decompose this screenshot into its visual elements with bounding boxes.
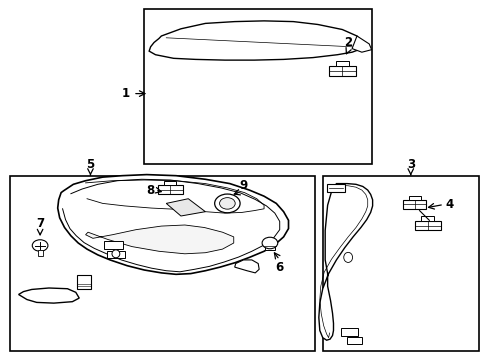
Polygon shape bbox=[166, 199, 205, 216]
Text: 2: 2 bbox=[344, 36, 351, 49]
Bar bbox=[144, 9, 371, 164]
Polygon shape bbox=[414, 221, 440, 230]
Polygon shape bbox=[421, 216, 433, 221]
Ellipse shape bbox=[343, 252, 352, 262]
Polygon shape bbox=[408, 196, 420, 200]
Polygon shape bbox=[149, 21, 361, 60]
Polygon shape bbox=[19, 288, 79, 303]
Polygon shape bbox=[328, 66, 355, 76]
Polygon shape bbox=[335, 61, 348, 66]
Polygon shape bbox=[234, 260, 259, 273]
Bar bbox=[38, 250, 42, 256]
Bar bbox=[106, 251, 125, 258]
Circle shape bbox=[262, 237, 277, 249]
Polygon shape bbox=[157, 185, 183, 194]
Bar bbox=[10, 176, 315, 351]
Bar bbox=[326, 184, 345, 192]
Bar bbox=[341, 328, 358, 336]
Polygon shape bbox=[402, 200, 426, 209]
Circle shape bbox=[214, 194, 240, 213]
Bar bbox=[346, 337, 361, 344]
Text: 1: 1 bbox=[121, 87, 129, 100]
Text: 5: 5 bbox=[86, 158, 94, 171]
Bar bbox=[264, 242, 274, 250]
Polygon shape bbox=[58, 175, 288, 274]
Text: 8: 8 bbox=[145, 184, 154, 197]
Ellipse shape bbox=[112, 250, 120, 258]
Bar bbox=[322, 176, 478, 351]
Text: 7: 7 bbox=[36, 217, 44, 230]
Circle shape bbox=[32, 240, 48, 251]
Text: 9: 9 bbox=[239, 179, 247, 192]
Text: 4: 4 bbox=[444, 198, 452, 211]
Text: 6: 6 bbox=[275, 261, 283, 274]
Polygon shape bbox=[318, 184, 372, 340]
Bar bbox=[103, 241, 123, 249]
Circle shape bbox=[219, 198, 235, 209]
Polygon shape bbox=[351, 36, 371, 52]
Bar bbox=[77, 275, 91, 289]
Polygon shape bbox=[85, 225, 233, 254]
Polygon shape bbox=[163, 181, 176, 185]
Text: 3: 3 bbox=[406, 158, 414, 171]
